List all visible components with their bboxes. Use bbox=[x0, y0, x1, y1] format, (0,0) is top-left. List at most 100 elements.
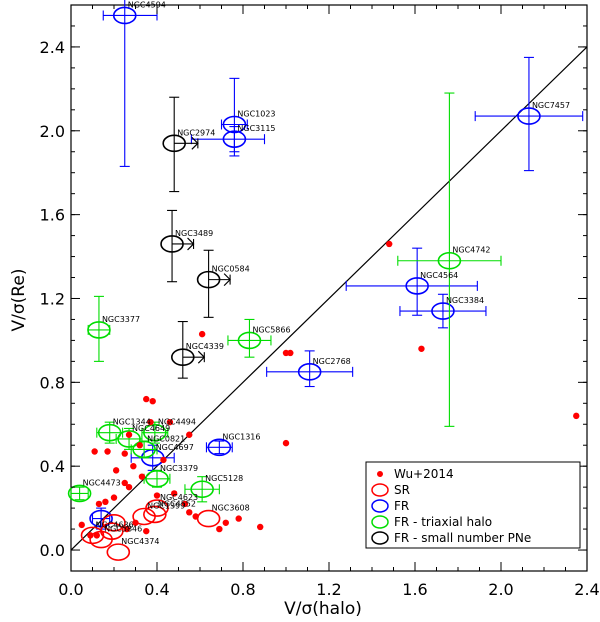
wu2014-point bbox=[147, 418, 154, 426]
lower-limit-arrowhead bbox=[187, 237, 195, 251]
galaxy-point bbox=[117, 430, 141, 448]
data-marks bbox=[67, 0, 584, 561]
legend-marker-circle bbox=[371, 515, 389, 529]
wu2014-point bbox=[130, 462, 137, 470]
wu2014-point bbox=[112, 467, 120, 474]
y-tick-label: 2.0 bbox=[40, 122, 65, 141]
wu2014-point bbox=[216, 525, 223, 533]
wu2014-point bbox=[104, 448, 111, 455]
galaxy-point bbox=[171, 348, 195, 366]
wu2014-point bbox=[192, 513, 199, 520]
galaxy-label: NGC5846 bbox=[104, 525, 142, 534]
one-to-one-line bbox=[70, 46, 588, 551]
legend-marker-dot bbox=[377, 471, 383, 477]
wu2014-point bbox=[198, 330, 206, 338]
y-tick-label: 1.2 bbox=[40, 289, 65, 308]
galaxy-label: NGC4473 bbox=[83, 478, 121, 487]
legend-label: FR - small number PNe bbox=[394, 531, 531, 545]
wu2014-point bbox=[149, 398, 156, 405]
galaxy-point bbox=[97, 423, 122, 442]
x-tick-label: 1.2 bbox=[316, 580, 341, 599]
galaxy-label: NGC4742 bbox=[452, 246, 490, 255]
wu2014-point bbox=[123, 525, 131, 533]
galaxy-point bbox=[431, 302, 455, 320]
galaxy-point bbox=[237, 331, 262, 350]
legend: Wu+2014 SR FR FR - triaxial halo FR - small … bbox=[365, 461, 581, 549]
legend-box bbox=[365, 461, 581, 549]
galaxy-label: NGC3384 bbox=[446, 296, 484, 305]
wu2014-point bbox=[257, 523, 264, 531]
lower-limit-arrowhead bbox=[191, 136, 199, 150]
galaxy-label: NGC4339 bbox=[186, 342, 224, 351]
galaxy-point bbox=[222, 130, 247, 148]
x-tick-label: 0.8 bbox=[230, 580, 255, 599]
x-tick-label: 2.4 bbox=[574, 580, 599, 599]
y-axis-label: V/σ(Re) bbox=[9, 269, 29, 332]
wu2014-point bbox=[171, 490, 178, 497]
wu2014-point bbox=[235, 515, 242, 522]
wu2014-point bbox=[95, 500, 103, 508]
galaxy-label: NGC1316 bbox=[222, 432, 260, 441]
legend-label: FR - triaxial halo bbox=[394, 515, 492, 529]
wu2014-point bbox=[93, 532, 101, 539]
wu2014-point bbox=[186, 509, 193, 516]
galaxy-label: NGC1023 bbox=[237, 109, 275, 118]
galaxy-point bbox=[297, 363, 322, 381]
wu2014-point bbox=[186, 431, 193, 438]
wu2014-point bbox=[166, 418, 174, 426]
galaxy-label: NGC4636 bbox=[96, 520, 134, 529]
legend-label: FR bbox=[394, 499, 409, 513]
galaxy-point bbox=[162, 134, 186, 153]
wu2014-point bbox=[386, 240, 393, 248]
wu2014-point bbox=[222, 519, 229, 526]
legend-label: SR bbox=[394, 483, 410, 497]
galaxy-point bbox=[517, 107, 541, 125]
galaxy-label: NGC5128 bbox=[205, 474, 243, 483]
galaxy-label: NGC3489 bbox=[175, 229, 213, 238]
wu2014-point bbox=[125, 431, 133, 438]
galaxy-point bbox=[145, 499, 169, 517]
galaxy-point bbox=[100, 522, 124, 540]
x-axis-label: V/σ(halo) bbox=[284, 599, 362, 619]
wu2014-point bbox=[87, 532, 94, 539]
wu2014-point bbox=[110, 494, 118, 501]
wu2014-point bbox=[287, 349, 294, 357]
legend-marker-circle bbox=[371, 531, 389, 545]
galaxy-label: NGC4552 bbox=[158, 499, 196, 508]
galaxy-point bbox=[102, 513, 126, 532]
galaxy-label: NGC7457 bbox=[532, 101, 570, 110]
galaxy-label: NGC2974 bbox=[177, 128, 215, 137]
y-tick-label: 1.6 bbox=[40, 206, 65, 225]
galaxy-label: NGC1399 bbox=[147, 501, 185, 510]
wu2014-point bbox=[143, 527, 150, 535]
wu2014-point bbox=[78, 521, 85, 529]
galaxy-point bbox=[190, 480, 214, 499]
galaxy-point bbox=[87, 321, 111, 339]
wu2014-point bbox=[418, 345, 425, 352]
x-tick-label: 0.4 bbox=[144, 580, 169, 599]
wu2014-point bbox=[153, 492, 161, 499]
wu2014-point bbox=[143, 395, 150, 403]
reference-line-group bbox=[70, 46, 588, 551]
galaxy-label: NGC3379 bbox=[160, 464, 198, 473]
legend-marker-circle bbox=[371, 499, 389, 513]
wu2014-point bbox=[138, 473, 146, 480]
wu2014-point bbox=[121, 450, 128, 457]
x-tick-label: 0.0 bbox=[58, 580, 83, 599]
galaxy-label: NGC5866 bbox=[252, 325, 290, 334]
y-tick-label: 0.0 bbox=[40, 541, 65, 560]
legend-label: Wu+2014 bbox=[394, 467, 454, 481]
galaxy-label: NGC4374 bbox=[121, 537, 159, 546]
wu2014-point bbox=[121, 479, 128, 487]
galaxy-label: NGC3608 bbox=[212, 504, 250, 513]
galaxy-point bbox=[67, 484, 92, 503]
lower-limit-arrowhead bbox=[197, 350, 206, 364]
wu2014-point bbox=[136, 442, 143, 449]
galaxy-point bbox=[207, 438, 232, 457]
galaxy-point bbox=[143, 505, 167, 524]
galaxy-label: NGC3115 bbox=[237, 124, 275, 133]
galaxy-label: NGC4564 bbox=[420, 271, 458, 280]
galaxy-label: NGC4623 bbox=[160, 493, 198, 502]
galaxy-label: NGC4697 bbox=[156, 443, 194, 452]
